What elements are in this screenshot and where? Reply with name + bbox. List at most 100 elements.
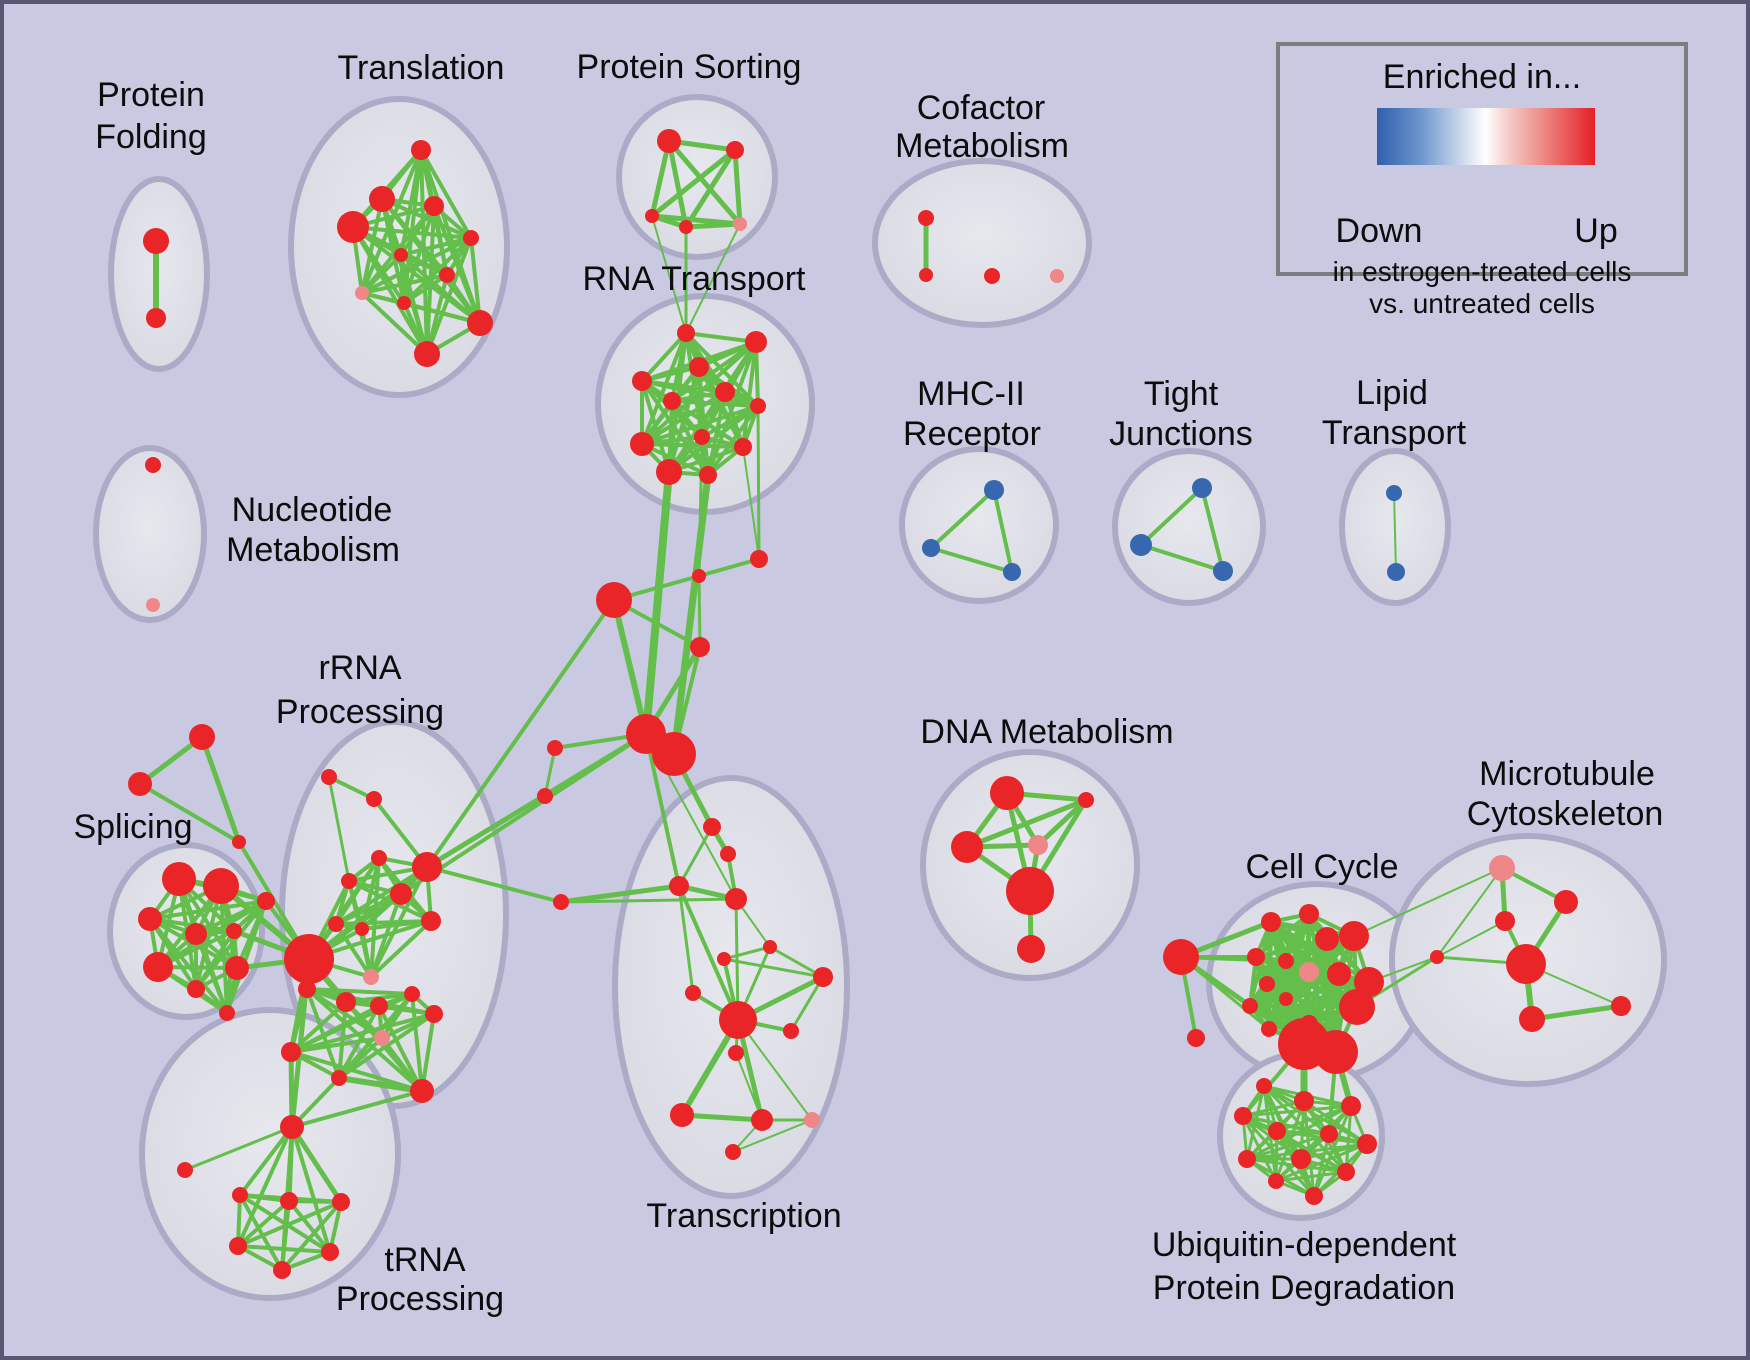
edge <box>677 884 740 1022</box>
edge <box>183 1125 294 1172</box>
translation-node-9 <box>467 310 493 336</box>
translation-label-line-0: Translation <box>338 49 505 87</box>
edge <box>737 1019 813 1121</box>
edge <box>177 877 239 970</box>
transcription-node-7 <box>685 985 701 1001</box>
trna-node-2 <box>232 1187 248 1203</box>
lipid-label-line-0: Lipid <box>1356 374 1428 412</box>
cellcycle-node-18 <box>1314 1030 1358 1074</box>
rna_transport-node-7 <box>694 429 710 445</box>
transcription-node-14 <box>725 1144 741 1160</box>
trna-node-1 <box>177 1162 193 1178</box>
cofactor-node-3 <box>1050 269 1064 283</box>
rrna-node-4 <box>412 852 442 882</box>
ubiquitin-node-2 <box>1341 1096 1361 1116</box>
edge <box>644 732 681 888</box>
edge <box>380 992 414 1040</box>
edge <box>789 975 825 1033</box>
edge <box>697 557 761 578</box>
edge <box>402 301 482 325</box>
edge <box>964 797 1089 850</box>
legend-up-label: Up <box>1574 212 1618 250</box>
spine-node-8 <box>553 894 569 910</box>
cellcycle-node-4 <box>1339 921 1369 951</box>
nucleotide-label-line-1: Metabolism <box>226 531 400 569</box>
edge <box>334 892 403 926</box>
legend-color-gradient-bar <box>1377 108 1595 165</box>
cellcycle-node-5 <box>1315 927 1339 951</box>
cellcycle-node-0 <box>1163 939 1199 975</box>
rrna-node-14 <box>404 986 420 1002</box>
edge <box>667 445 745 474</box>
edge <box>611 597 649 737</box>
edge <box>360 927 373 979</box>
lipid-label-line-1: Transport <box>1322 414 1467 452</box>
transcription-node-4 <box>717 952 731 966</box>
edge <box>722 945 772 961</box>
edge <box>380 1012 436 1040</box>
edge <box>334 922 373 979</box>
transcription-label-line-0: Transcription <box>646 1197 841 1235</box>
edge <box>360 919 433 931</box>
trna-label-line-1: Processing <box>336 1280 504 1318</box>
protein_sorting-node-1 <box>726 141 744 159</box>
edge <box>289 1050 424 1093</box>
edge <box>369 919 433 979</box>
dna-node-5 <box>1017 935 1045 963</box>
rrna-node-9 <box>284 934 334 984</box>
cofactor-ellipse <box>872 158 1092 328</box>
ubiquitin-node-0 <box>1256 1078 1272 1094</box>
cellcycle-node-3 <box>1299 904 1319 924</box>
edge <box>360 197 384 295</box>
splicing-node-9 <box>257 892 275 910</box>
rrna-node-7 <box>328 916 344 932</box>
rrna-label-line-0: rRNA <box>318 649 401 687</box>
transcription-node-12 <box>751 1109 773 1131</box>
dna-node-2 <box>951 831 983 863</box>
rrna-node-1 <box>366 791 382 807</box>
rna_transport-label-line-0: RNA Transport <box>583 260 807 298</box>
transcription-node-5 <box>763 940 777 954</box>
edge <box>683 147 738 230</box>
splicing-node-6 <box>225 956 249 980</box>
rna_transport-node-3 <box>632 371 652 391</box>
protein_sorting-label-line-0: Protein Sorting <box>577 48 802 86</box>
edge <box>1254 912 1311 959</box>
edge <box>327 775 376 801</box>
translation-node-5 <box>394 248 408 262</box>
protein_sorting-node-2 <box>645 209 659 223</box>
dna-label-line-0: DNA Metabolism <box>920 713 1173 751</box>
legend-title: Enriched in... <box>1382 58 1582 96</box>
edge <box>677 884 695 995</box>
ubiquitin-label-line-0: Ubiquitin-dependent <box>1152 1226 1457 1264</box>
edge <box>1139 543 1225 573</box>
cellcycle-node-11 <box>1259 976 1275 992</box>
cofactor-label-line-1: Metabolism <box>895 127 1069 165</box>
protein_folding-label-line-0: Protein <box>97 76 205 114</box>
cellcycle-node-2 <box>1261 912 1281 932</box>
translation-node-10 <box>414 341 440 367</box>
transcription-node-2 <box>669 876 689 896</box>
edge <box>1436 920 1506 958</box>
spine-node-3 <box>690 637 710 657</box>
edge <box>287 1199 332 1254</box>
transcription-node-11 <box>670 1103 694 1127</box>
protein_folding-node-0 <box>143 228 169 254</box>
trna-node-6 <box>321 1243 339 1261</box>
ubiquitin-label-line-1: Protein Degradation <box>1153 1269 1455 1307</box>
dna-node-0 <box>990 776 1024 810</box>
mhc-label-line-1: Receptor <box>903 415 1041 453</box>
trna-node-4 <box>332 1193 350 1211</box>
splicing-node-1 <box>203 868 239 904</box>
mhc-node-1 <box>922 539 940 557</box>
edge <box>640 442 745 449</box>
edge <box>238 1125 294 1197</box>
rna_transport-node-4 <box>663 392 681 410</box>
edge <box>290 1125 332 1254</box>
microtubule-node-5 <box>1611 996 1631 1016</box>
edge <box>640 404 760 446</box>
edge <box>399 253 449 277</box>
transcription-node-9 <box>783 1023 799 1039</box>
edge <box>684 331 760 408</box>
rna_transport-node-1 <box>745 331 767 353</box>
